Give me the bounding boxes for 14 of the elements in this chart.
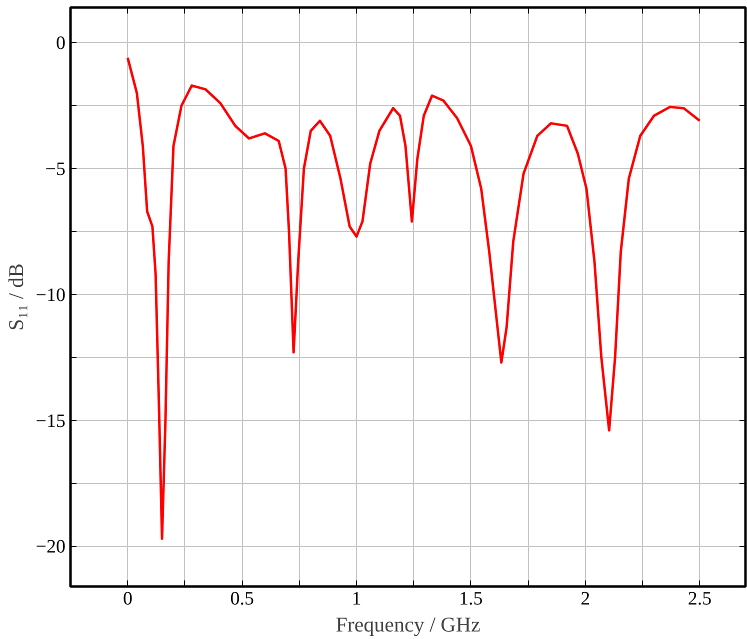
x-tick-label: 0.5 (230, 588, 254, 610)
line-series (126, 56, 701, 540)
y-tick-label: −20 (36, 536, 66, 558)
x-tick-label: 2 (580, 588, 590, 610)
x-tick-label: 0 (122, 588, 132, 610)
y-axis-title: S₁₁ / dB (4, 263, 28, 331)
x-tick-label: 1 (352, 588, 362, 610)
y-tick-label: 0 (56, 33, 66, 54)
x-axis-title: Frequency / GHz (336, 612, 480, 636)
x-tick-label: 2.5 (688, 588, 712, 610)
y-tick-label: −15 (36, 410, 66, 432)
x-tick-label: 1.5 (459, 588, 483, 610)
y-tick-label: −10 (36, 284, 66, 306)
y-tick-label: −5 (45, 159, 66, 180)
